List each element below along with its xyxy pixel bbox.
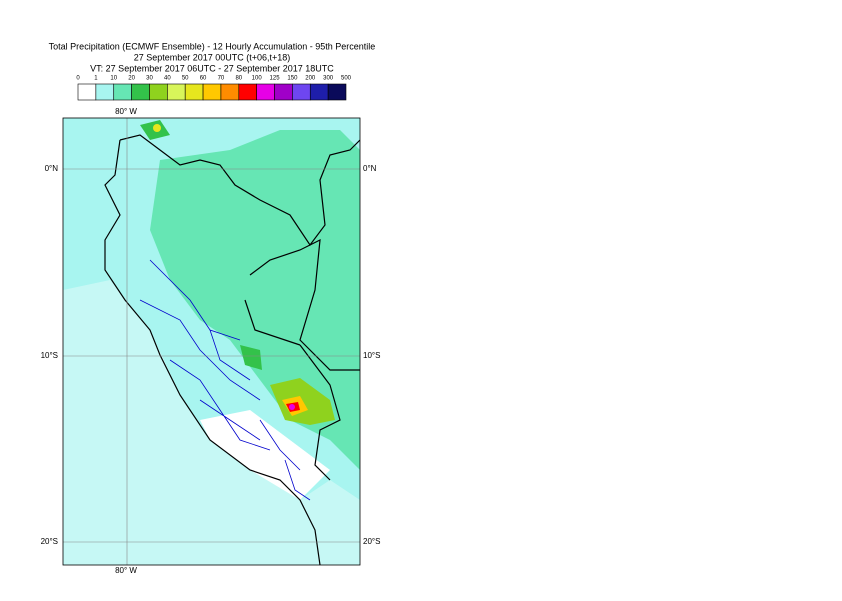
legend-swatch <box>184 83 204 101</box>
legend-label: 20 <box>128 76 135 82</box>
precip-50 <box>153 124 161 132</box>
legend-label: 40 <box>164 76 171 82</box>
legend-label: 200 <box>305 76 316 82</box>
legend-label: 0 <box>76 76 80 82</box>
legend-label: 70 <box>218 76 225 82</box>
region-border <box>139 259 311 501</box>
lon-label: 80° W <box>115 566 137 575</box>
legend-swatch <box>149 83 168 101</box>
legend-swatch <box>131 83 150 101</box>
coastline <box>104 139 321 565</box>
legend-label: 10 <box>110 76 117 82</box>
valid-time: VT: 27 September 2017 06UTC - 27 Septemb… <box>90 63 334 73</box>
legend-swatch <box>309 83 329 101</box>
legend-swatch <box>202 83 222 101</box>
legend-label: 125 <box>270 76 281 82</box>
dry-land <box>200 410 330 500</box>
legend-label: 80 <box>235 76 242 82</box>
map: 80° W 80° W 0°N 0°N 10°S 10°S 20°S 20°S <box>41 107 381 575</box>
ocean <box>63 118 120 230</box>
legend-swatch <box>274 83 293 101</box>
legend-swatch <box>238 83 257 101</box>
legend-label: 30 <box>146 76 153 82</box>
map-frame <box>62 117 361 566</box>
precip-100 <box>289 404 295 410</box>
border <box>119 134 360 247</box>
lon-label: 80° W <box>115 107 137 116</box>
lat-label: 0°N <box>363 164 377 173</box>
legend-swatch <box>220 83 240 101</box>
legend-label: 100 <box>252 76 263 82</box>
legend-swatch <box>292 83 311 101</box>
legend-swatch <box>327 83 347 101</box>
legend-swatch <box>256 83 275 101</box>
lat-label: 10°S <box>363 351 380 360</box>
lat-label: 20°S <box>41 537 58 546</box>
legend: 0 1 10 20 30 40 50 60 70 80 100 125 150 200 300 500 <box>76 76 352 101</box>
legend-label: 50 <box>182 76 189 82</box>
lat-label: 0°N <box>45 164 59 173</box>
legend-swatch <box>167 83 186 101</box>
base-time: 27 September 2017 00UTC (t+06,t+18) <box>134 52 291 62</box>
ocean-light <box>63 280 360 565</box>
precip-20 <box>240 345 262 370</box>
lat-label: 20°S <box>363 537 380 546</box>
legend-label: 150 <box>287 76 298 82</box>
legend-label: 1 <box>94 76 98 82</box>
legend-swatch <box>77 83 97 101</box>
legend-label: 300 <box>323 76 334 82</box>
title: Total Precipitation (ECMWF Ensemble) - 1… <box>49 41 376 51</box>
border <box>244 238 360 481</box>
legend-label: 60 <box>200 76 207 82</box>
legend-swatch <box>95 83 115 101</box>
legend-swatch <box>113 83 132 101</box>
legend-label: 500 <box>341 76 352 82</box>
lat-label: 10°S <box>41 351 58 360</box>
